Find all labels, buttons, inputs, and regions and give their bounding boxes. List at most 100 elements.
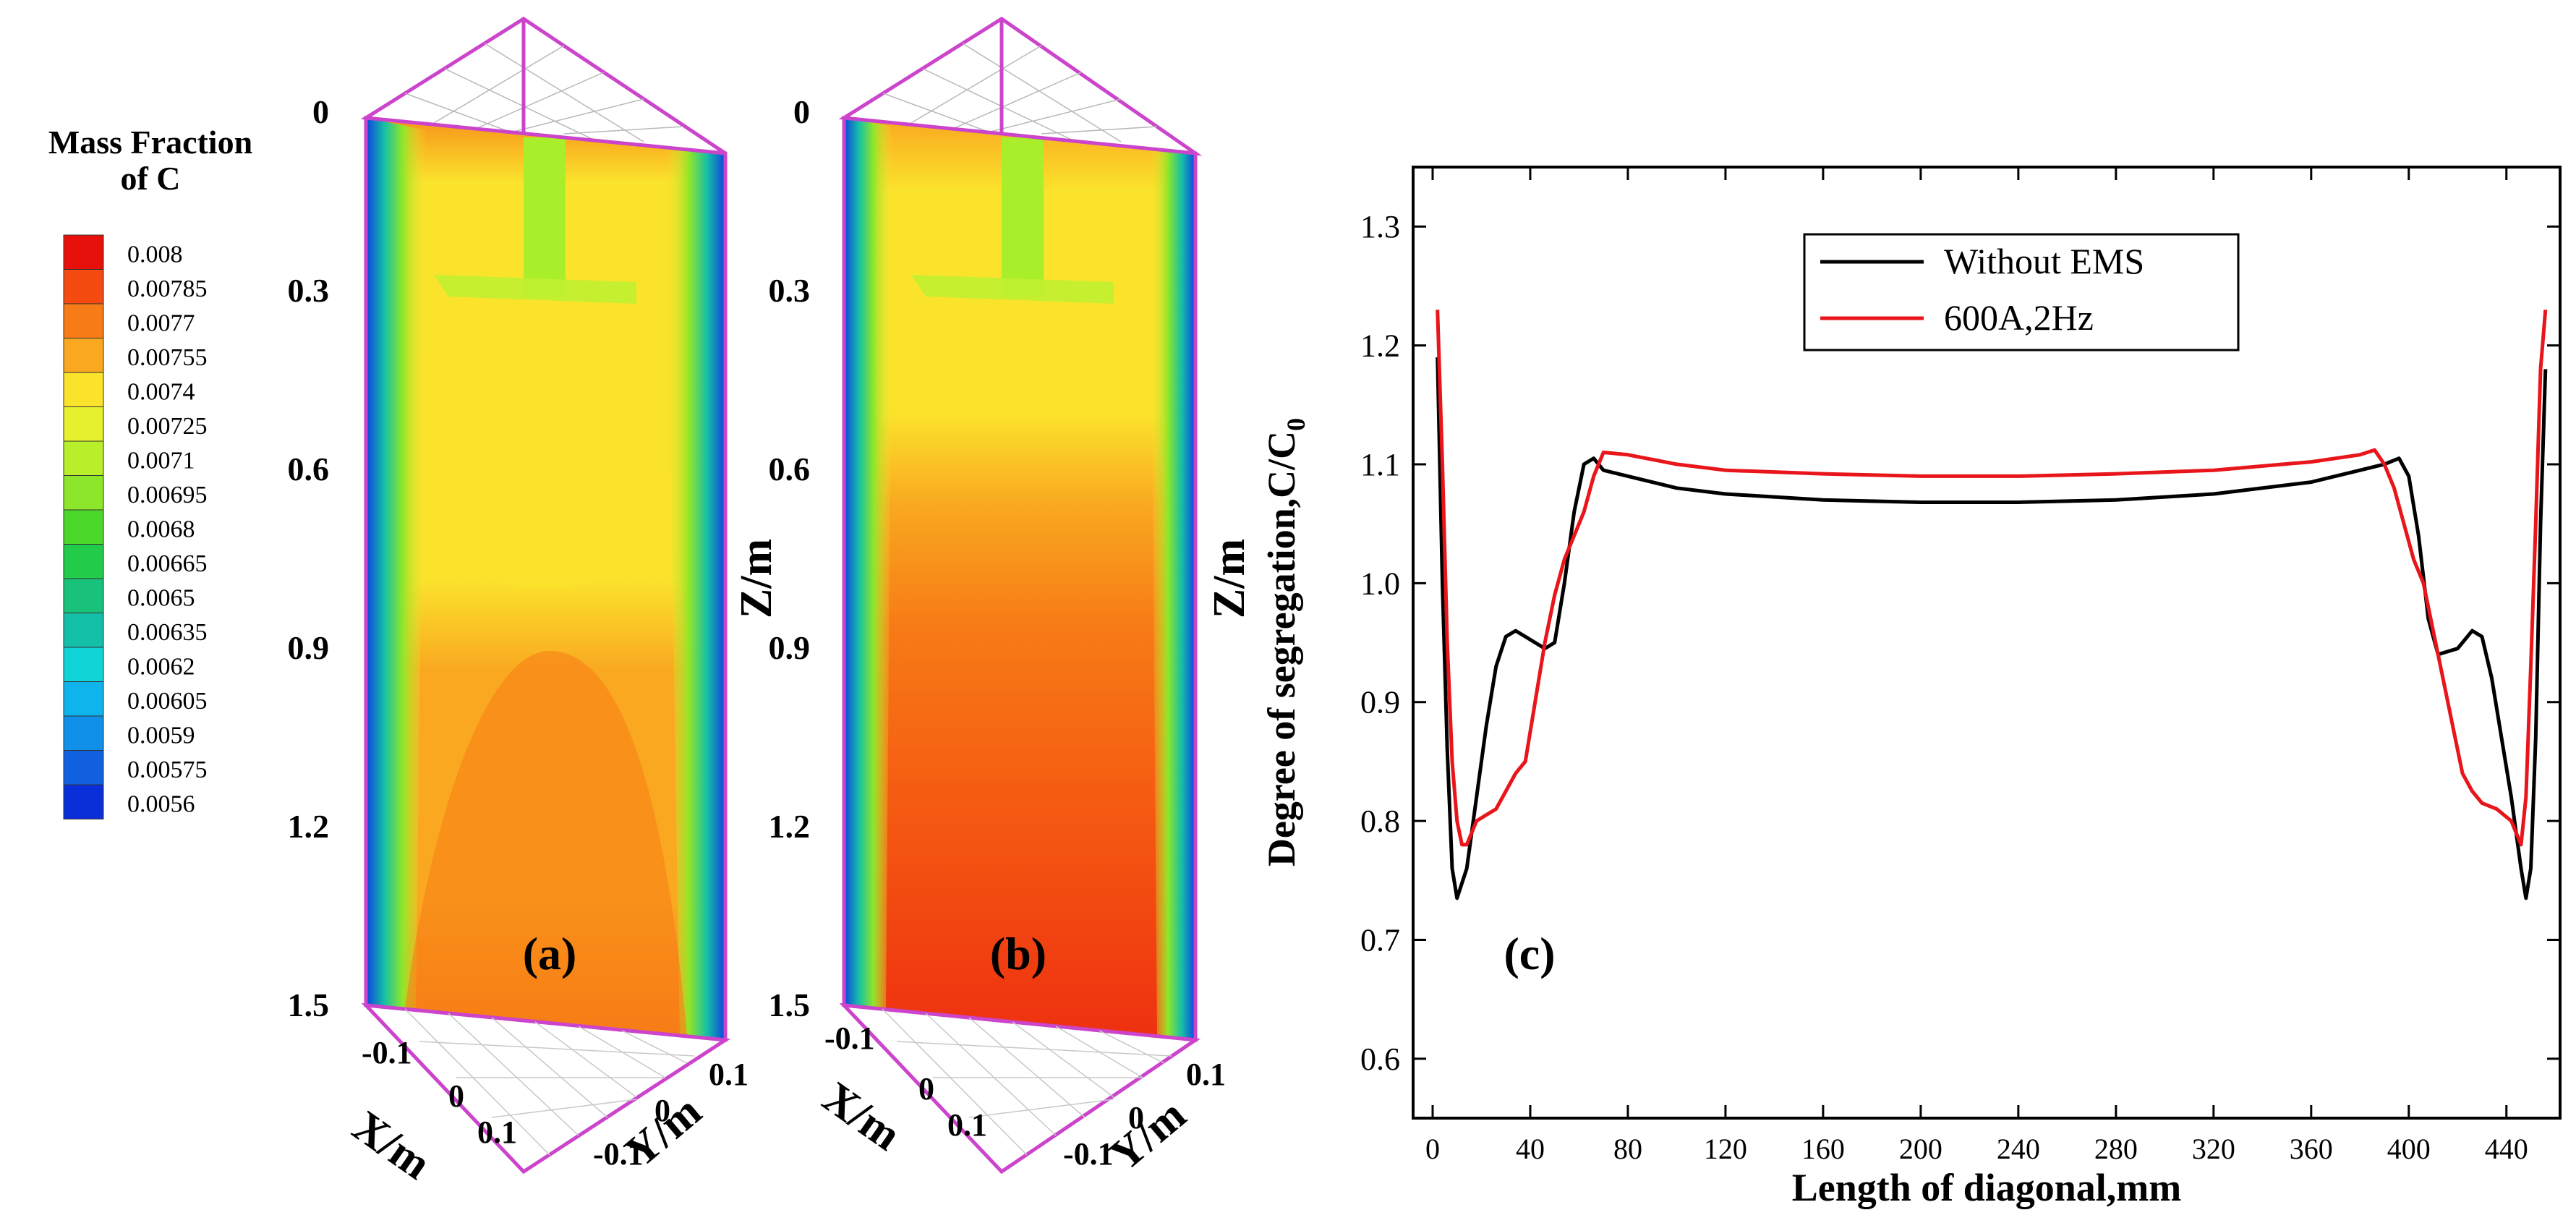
y-tick-label: 1.3 (1360, 209, 1400, 244)
panel-a-nozzle-arms (434, 275, 636, 304)
panel-b-label: (b) (990, 928, 1046, 979)
scale-swatches (63, 234, 104, 819)
panel-a-y-tick-zero: 0 (654, 1093, 670, 1128)
y-tick-label: 0.8 (1360, 804, 1400, 839)
panel-a-x-label: X/m (344, 1101, 439, 1189)
scale-swatch (63, 784, 104, 819)
panel-c-label: (c) (1504, 928, 1555, 979)
panel-b-edge-right (1150, 149, 1195, 1040)
panel-b-x-label: X/m (814, 1073, 909, 1160)
panel-b-nozzle-arms (911, 275, 1114, 304)
y-axis-ticks: 0.6 0.7 0.8 0.9 1.0 1.1 1.2 1.3 (1360, 209, 2560, 1077)
z-tick-label: 0 (793, 93, 810, 130)
y-axis-title-sub: 0 (1281, 418, 1310, 431)
panel-b-z-label: Z/m (732, 539, 781, 618)
scale-swatch (63, 338, 104, 373)
y-tick-label: 1.1 (1360, 447, 1400, 482)
x-tick-label: 360 (2290, 1133, 2333, 1165)
panel-b-x-tick-pos: 0.1 (947, 1107, 987, 1143)
z-tick-label: 0 (312, 93, 329, 130)
scale-level-label: 0.0068 (127, 516, 195, 543)
z-tick-label: 0.9 (769, 629, 811, 666)
legend-label-without-ems: Without EMS (1944, 241, 2144, 281)
scale-level-label: 0.0062 (127, 654, 195, 681)
x-axis-ticks: 0 40 80 120 160 200 240 280 320 360 400 440 (1425, 167, 2528, 1165)
scale-swatch (63, 544, 104, 579)
x-axis-title: Length of diagonal,mm (1792, 1166, 2182, 1209)
x-tick-label: 440 (2485, 1133, 2528, 1165)
series-lines (1436, 310, 2548, 900)
scale-level-label: 0.00785 (127, 276, 208, 302)
legend-label-600a: 600A,2Hz (1944, 297, 2094, 338)
z-tick-label: 1.5 (288, 987, 330, 1023)
scale-level-label: 0.00665 (127, 550, 208, 577)
series-line-without-ems (1436, 357, 2548, 900)
z-tick-label: 1.5 (769, 987, 811, 1023)
z-tick-label: 1.2 (288, 808, 330, 845)
scale-swatch (63, 303, 104, 338)
scale-labels: 0.008 0.00785 0.0077 0.00755 0.0074 0.00725 0.… (127, 242, 208, 818)
x-tick-label: 320 (2192, 1133, 2235, 1165)
scale-level-label: 0.0059 (127, 723, 195, 749)
panel-a-middle-band (434, 474, 665, 588)
scale-swatch (63, 269, 104, 304)
x-tick-label: 240 (1997, 1133, 2040, 1165)
scale-level-label: 0.00575 (127, 757, 208, 783)
z-tick-label: 0.6 (769, 451, 811, 487)
panel-b-main-face (844, 118, 1195, 1040)
scale-swatch (63, 372, 104, 407)
scale-level-label: 0.0074 (127, 379, 195, 406)
panel-a-y-tick-neg: -0.1 (593, 1136, 644, 1172)
x-tick-label: 120 (1704, 1133, 1747, 1165)
x-tick-label: 0 (1425, 1133, 1440, 1165)
scale-level-label: 0.00695 (127, 482, 208, 508)
z-tick-label: 0.9 (288, 629, 330, 666)
x-tick-label: 40 (1516, 1133, 1545, 1165)
scale-swatch (63, 406, 104, 442)
y-tick-label: 0.6 (1360, 1041, 1400, 1077)
y-tick-label: 0.7 (1360, 922, 1400, 958)
y-tick-label: 0.9 (1360, 685, 1400, 720)
scale-swatch (63, 750, 104, 785)
panel-a-lower-band (405, 651, 687, 1036)
scale-level-label: 0.0065 (127, 585, 195, 612)
panel-b-y-tick-neg: -0.1 (1063, 1136, 1114, 1172)
scale-swatch (63, 715, 104, 751)
panel-b-contour: (b) 0 0.3 0.6 0.9 1.2 1.5 Z/m Z/m X/m -0.1 0 … (732, 17, 1254, 1180)
scale-swatch (63, 509, 104, 545)
panel-a-x-tick-neg: -0.1 (362, 1035, 412, 1070)
scale-swatch (63, 440, 104, 476)
panel-b-y-tick-zero: 0 (1128, 1100, 1144, 1135)
panel-b-x-tick-zero: 0 (918, 1071, 934, 1107)
scale-level-label: 0.00635 (127, 619, 208, 646)
panel-a-contour: (a) 00.30.60.91.21.5 X/m -0.1 0 0.1 Y/m … (288, 17, 749, 1189)
panel-a-z-ticks: 0 0.3 0.6 0.9 1.2 1.5 (288, 93, 330, 1023)
z-tick-label: 1.2 (769, 808, 811, 845)
legend-box (1803, 233, 2240, 351)
line-chart: 0 40 80 120 160 200 240 280 320 360 400 440 0.60.70… (1260, 166, 2562, 1209)
scale-swatch (63, 475, 104, 511)
z-tick-label: 0.3 (769, 272, 811, 309)
y-axis-title-main: Degree of segregation,C/C (1260, 431, 1303, 866)
z-tick-label: 0.6 (288, 451, 330, 487)
panel-a-edge-right (665, 148, 725, 1040)
y-axis-title: Degree of segregation,C/C0 (1260, 418, 1310, 866)
panel-a-x-tick-pos: 0.1 (477, 1115, 517, 1150)
scale-level-label: 0.008 (127, 242, 183, 268)
y-tick-label: 1.2 (1360, 328, 1400, 364)
scale-swatch (63, 578, 104, 613)
x-tick-label: 200 (1899, 1133, 1942, 1165)
panel-b-nozzle (1002, 137, 1044, 297)
panel-b-y-label: Y/m (1101, 1090, 1195, 1180)
panel-a-x-tick-zero: 0 (448, 1078, 464, 1114)
panel-a-nozzle (524, 137, 566, 297)
scale-level-label: 0.0056 (127, 791, 195, 818)
colour-scale-legend: Mass Fraction of C 0.0080.007850.00770.0… (48, 124, 252, 819)
scale-level-label: 0.0077 (127, 310, 195, 337)
panel-b-y-tick-pos: 0.1 (1186, 1057, 1226, 1092)
panel-b-z-ticks: 0 0.3 0.6 0.9 1.2 1.5 (769, 93, 811, 1023)
scale-level-label: 0.00725 (127, 413, 208, 440)
scale-level-label: 0.00755 (127, 344, 208, 371)
plot-frame (1412, 166, 2562, 1120)
x-tick-label: 400 (2387, 1133, 2431, 1165)
